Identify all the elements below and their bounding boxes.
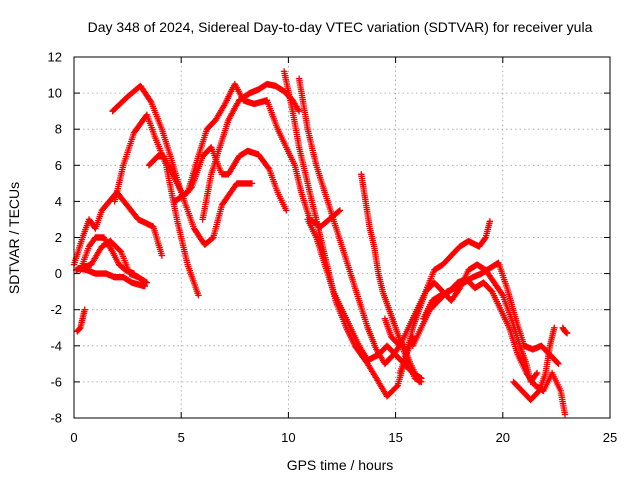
series-arc-7 — [109, 82, 256, 248]
series-arc-19 — [510, 324, 558, 404]
chart-title: Day 348 of 2024, Sidereal Day-to-day VTE… — [88, 19, 593, 35]
x-tick-label: 25 — [603, 430, 617, 445]
y-tick-label: -6 — [50, 374, 62, 389]
y-tick-label: 8 — [55, 122, 62, 137]
series-arc-6 — [111, 111, 202, 299]
x-tick-label: 20 — [496, 430, 510, 445]
y-tick-label: 6 — [55, 158, 62, 173]
x-axis-label: GPS time / hours — [287, 457, 394, 473]
y-tick-label: -4 — [50, 338, 62, 353]
y-tick-label: 10 — [48, 86, 62, 101]
axis-ticks: 0 5 10 15 20 25 -8 -6 -4 -2 0 2 4 6 8 10 12 — [48, 50, 618, 446]
x-tick-label: 0 — [70, 430, 77, 445]
y-tick-label: -2 — [50, 302, 62, 317]
y-axis-label: SDTVAR / TECUs — [6, 182, 22, 294]
x-tick-label: 15 — [388, 430, 402, 445]
y-tick-label: 4 — [55, 194, 62, 209]
x-tick-label: 10 — [281, 430, 295, 445]
series-arc-5 — [74, 306, 88, 335]
x-tick-label: 5 — [178, 430, 185, 445]
series-arc-4 — [77, 234, 138, 277]
y-tick-label: 12 — [48, 50, 62, 65]
y-tick-label: -8 — [50, 411, 62, 426]
data-series — [70, 68, 571, 418]
y-tick-label: 2 — [55, 230, 62, 245]
y-tick-label: 0 — [55, 266, 62, 281]
series-arc-20 — [559, 324, 571, 337]
series-arc-8 — [145, 144, 290, 214]
